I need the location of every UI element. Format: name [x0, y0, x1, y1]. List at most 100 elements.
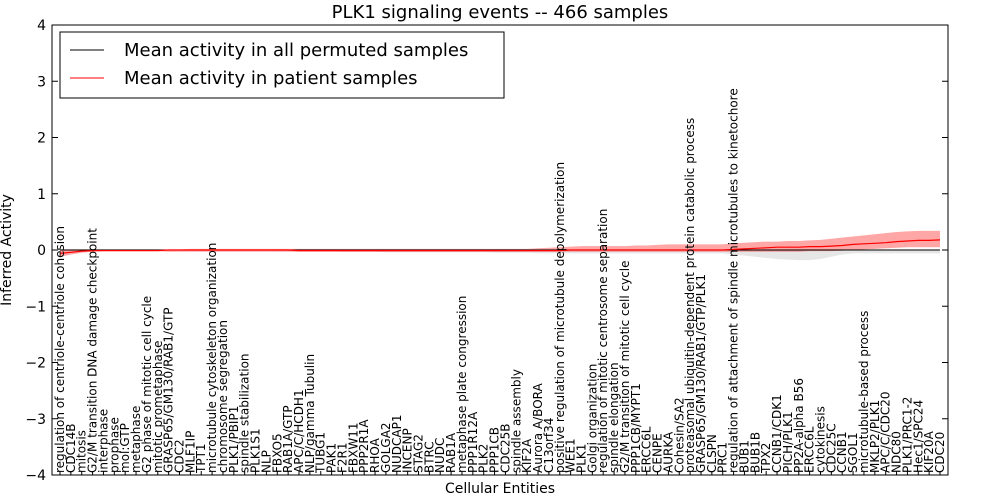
x-tick-label: NDC80	[890, 431, 904, 473]
x-tick-label: PP2A-alpha B56	[792, 378, 806, 473]
x-tick-label: ERCC6L	[803, 426, 817, 473]
x-tick-label: KIF20A	[922, 430, 936, 473]
x-tick-label: RAB1A/GTP	[281, 405, 295, 473]
x-tick-label: G2/M transition of mitotic cell cycle	[618, 260, 632, 473]
x-tick-label: metaphase plate congression	[455, 296, 469, 473]
x-tick-label: CDC14B	[64, 424, 78, 474]
x-tick-label: NLP/gamma Tubulin	[303, 354, 317, 473]
x-tick-label: TPX2	[759, 443, 773, 474]
x-tick-label: CLSPN	[705, 434, 719, 473]
x-tick-label: CDC25B	[498, 424, 512, 474]
x-tick-label: regulation of centriole-centriole cohesi…	[53, 226, 67, 473]
x-tick-label: mitotic prometaphase	[151, 341, 165, 474]
y-tick-label: 4	[37, 18, 46, 34]
y-tick-label: 3	[37, 74, 46, 90]
band-series-0	[60, 249, 940, 261]
confidence-bands	[60, 230, 940, 261]
x-tick-label: STAG2	[412, 434, 426, 473]
legend-label-permuted: Mean activity in all permuted samples	[124, 40, 468, 61]
x-tick-label: cytokinesis	[814, 406, 828, 473]
x-tick-label: G2/M transition DNA damage checkpoint	[86, 228, 100, 473]
x-tick-label: PAK1	[325, 443, 339, 473]
category-labels: regulation of centriole-centriole cohesi…	[53, 88, 947, 475]
x-tick-label: PPP1CB/MYPT1	[629, 383, 643, 473]
chart-legend: Mean activity in all permuted samples Me…	[59, 31, 505, 99]
x-axis-label: Cellular Entities	[445, 481, 555, 497]
y-tick-label: 1	[37, 187, 46, 203]
x-tick-label: metaphase	[129, 406, 143, 473]
x-tick-label: INCENP	[401, 428, 415, 473]
x-tick-label: Hec1/SPC24	[911, 400, 925, 473]
x-tick-label: SGOL1	[846, 432, 860, 473]
x-tick-label: TUBG1	[314, 432, 328, 474]
x-tick-label: NUDCAP1	[390, 415, 404, 473]
x-tick-label: CENPE	[651, 433, 665, 473]
x-tick-label: BUB1	[737, 440, 751, 473]
x-tick-label: PLK1/PRC1-2	[900, 397, 914, 473]
x-tick-label: F2R1	[336, 442, 350, 473]
x-tick-label: BUB1B	[748, 432, 762, 473]
x-tick-label: MKLP2/PLK1	[868, 400, 882, 473]
y-axis-label: Inferred Activity	[0, 194, 15, 306]
series-lines	[59, 239, 941, 254]
x-tick-label: CCNB1/CDK1	[770, 394, 784, 473]
y-tick-label: −1	[25, 299, 46, 315]
x-tick-label: microtubule cytoskeleton organization	[205, 243, 219, 473]
x-tick-label: chromosome segregation	[216, 320, 230, 473]
y-tick-label: −2	[25, 356, 46, 372]
x-tick-label: PRC1	[716, 442, 730, 473]
x-tick-label: Cohesin/SA2	[672, 397, 686, 473]
x-tick-label: PLK1/PBIP1	[227, 406, 241, 473]
x-tick-label: prophase	[107, 417, 121, 473]
x-tick-label: TPT1	[194, 443, 208, 474]
legend-label-patient: Mean activity in patient samples	[124, 68, 418, 89]
line-series-1	[59, 239, 941, 254]
x-tick-label: microtubule-based process	[857, 311, 871, 473]
x-tick-label: PPP1CB	[488, 427, 502, 473]
x-tick-label: PPP2R1A	[357, 419, 371, 473]
x-tick-label: GRASP65/GM130/RAB1/GTP	[162, 307, 176, 473]
y-tick-label: 2	[37, 131, 46, 147]
x-tick-label: KIF2A	[520, 438, 534, 473]
x-tick-label: BTRC	[422, 441, 436, 473]
x-tick-label: RHOA	[368, 437, 382, 473]
x-tick-label: G2 phase of mitotic cell cycle	[140, 296, 154, 473]
legend-box	[59, 31, 505, 99]
x-tick-label: PLK1	[575, 444, 589, 473]
x-tick-label: mitosis	[75, 430, 89, 473]
y-tick-label: −4	[25, 468, 46, 484]
x-tick-label: CDC20	[933, 432, 947, 473]
x-tick-label: MLF1IP	[183, 431, 197, 473]
x-tick-label: AURKA	[661, 431, 675, 473]
x-tick-label: regulation of attachment of spindle micr…	[727, 88, 741, 473]
x-tick-label: GOLGA2	[379, 422, 393, 473]
x-tick-label: proteasomal ubiquitin-dependent protein …	[683, 118, 697, 473]
x-tick-label: PLK2	[477, 444, 491, 473]
x-tick-label: APC/C/HCDH1	[292, 389, 306, 473]
x-tick-label: PPP1R12A	[466, 411, 480, 473]
x-tick-label: spindle assembly	[509, 369, 523, 473]
x-tick-label: APC/C/CDC20	[879, 391, 893, 473]
x-tick-label: ERCC6L	[640, 426, 654, 473]
chart-title: PLK1 signaling events -- 466 samples	[332, 2, 669, 23]
x-tick-label: CCNB1	[835, 431, 849, 473]
x-tick-label: FBXW11	[346, 423, 360, 474]
x-tick-label: C13orf34	[542, 418, 556, 473]
x-tick-label: FBXO5	[270, 433, 284, 473]
x-tick-label: PICH/PLK1	[781, 411, 795, 473]
x-tick-label: NLP	[259, 450, 273, 473]
x-tick-label: CDC2	[173, 439, 187, 473]
x-tick-label: interphase	[97, 409, 111, 473]
x-tick-label: NUDC	[433, 438, 447, 473]
x-tick-label: spindle stabilization	[238, 353, 252, 473]
y-tick-label: 0	[37, 243, 46, 259]
x-tick-label: WEE1	[564, 438, 578, 473]
x-tick-label: regulation of mitotic centrosome separat…	[596, 209, 610, 473]
x-tick-label: RAB1A	[444, 432, 458, 473]
x-tick-label: PLK1S1	[249, 428, 263, 473]
x-tick-label: CDC25C	[824, 423, 838, 473]
y-axis: −4 −3 −2 −1 0 1 2 3 4	[25, 18, 948, 484]
x-tick-label: mol:GTP	[118, 423, 132, 473]
x-tick-label: GRASP65/GM130/RAB1/GTP/PLK1	[694, 274, 708, 473]
